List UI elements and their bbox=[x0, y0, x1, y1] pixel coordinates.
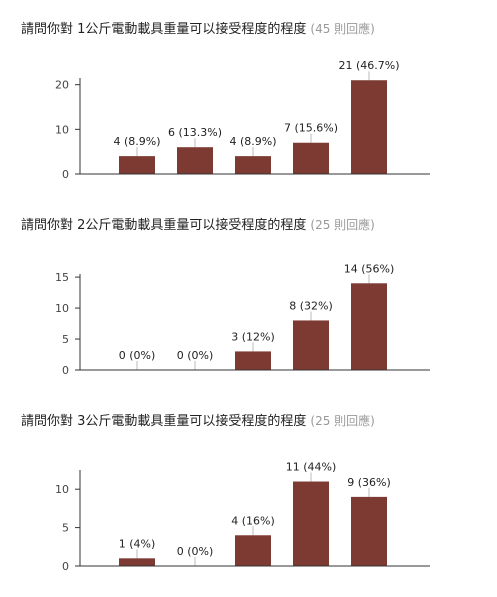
data-label: 0 (0%) bbox=[177, 349, 214, 362]
response-count: (25 則回應) bbox=[310, 414, 375, 428]
chart-section-1: 請問你對 1公斤電動載具重量可以接受程度的程度 (45 則回應) 0 10 20 4 (… bbox=[0, 10, 497, 200]
data-label: 4 (8.9%) bbox=[229, 135, 276, 148]
bar bbox=[293, 481, 329, 566]
data-label: 8 (32%) bbox=[289, 299, 333, 312]
bar bbox=[235, 351, 271, 370]
y-tick-label: 10 bbox=[55, 302, 69, 315]
chart-section-3: 請問你對 3公斤電動載具重量可以接受程度的程度 (25 則回應) 0 5 10 1 (4… bbox=[0, 402, 497, 592]
bar bbox=[351, 283, 387, 370]
bar bbox=[119, 558, 155, 566]
data-label: 0 (0%) bbox=[177, 545, 214, 558]
question-title-text: 請問你對 3公斤電動載具重量可以接受程度的程度 bbox=[21, 414, 307, 429]
y-tick-label: 10 bbox=[55, 123, 69, 136]
bar-chart-2: 0 5 10 15 0 (0%) 0 (0%) 3 (12%) 8 (32%) 14 (56%) bbox=[55, 262, 430, 377]
y-tick-label: 0 bbox=[62, 560, 69, 573]
question-title-text: 請問你對 2公斤電動載具重量可以接受程度的程度 bbox=[21, 218, 307, 233]
question-title-3: 請問你對 3公斤電動載具重量可以接受程度的程度 (25 則回應) bbox=[21, 410, 375, 429]
bar bbox=[351, 496, 387, 566]
question-title-2: 請問你對 2公斤電動載具重量可以接受程度的程度 (25 則回應) bbox=[21, 214, 375, 233]
bar bbox=[351, 80, 387, 174]
response-count: (25 則回應) bbox=[310, 218, 375, 232]
response-count: (45 則回應) bbox=[310, 22, 375, 36]
y-tick-label: 10 bbox=[55, 483, 69, 496]
bar-chart-1: 0 10 20 4 (8.9%) 6 (13.3%) 4 (8.9%) 7 (15.6%) 2… bbox=[55, 59, 430, 181]
data-label: 6 (13.3%) bbox=[168, 126, 222, 139]
data-label: 3 (12%) bbox=[231, 330, 275, 343]
question-title-text: 請問你對 1公斤電動載具重量可以接受程度的程度 bbox=[21, 22, 307, 37]
bar bbox=[293, 142, 329, 174]
bar bbox=[235, 156, 271, 174]
data-label: 1 (4%) bbox=[119, 537, 156, 550]
y-tick-label: 5 bbox=[62, 522, 69, 535]
data-label: 9 (36%) bbox=[347, 476, 391, 489]
data-label: 11 (44%) bbox=[286, 461, 337, 474]
data-label: 4 (16%) bbox=[231, 514, 275, 527]
data-label: 21 (46.7%) bbox=[338, 59, 399, 72]
data-label: 7 (15.6%) bbox=[284, 122, 338, 135]
bar-chart-3: 0 5 10 1 (4%) 0 (0%) 4 (16%) 11 (44%) 9 (36%) bbox=[55, 461, 430, 573]
question-title-1: 請問你對 1公斤電動載具重量可以接受程度的程度 (45 則回應) bbox=[21, 18, 375, 37]
data-label: 14 (56%) bbox=[344, 262, 395, 275]
bar bbox=[177, 147, 213, 174]
y-tick-label: 0 bbox=[62, 168, 69, 181]
bar bbox=[293, 320, 329, 370]
y-tick-label: 20 bbox=[55, 79, 69, 92]
y-tick-label: 0 bbox=[62, 364, 69, 377]
data-label: 0 (0%) bbox=[119, 349, 156, 362]
chart-section-2: 請問你對 2公斤電動載具重量可以接受程度的程度 (25 則回應) 0 5 10 15 0 … bbox=[0, 206, 497, 396]
bar bbox=[119, 156, 155, 174]
bar bbox=[235, 535, 271, 566]
y-tick-label: 5 bbox=[62, 333, 69, 346]
y-tick-label: 15 bbox=[55, 271, 69, 284]
data-label: 4 (8.9%) bbox=[113, 135, 160, 148]
